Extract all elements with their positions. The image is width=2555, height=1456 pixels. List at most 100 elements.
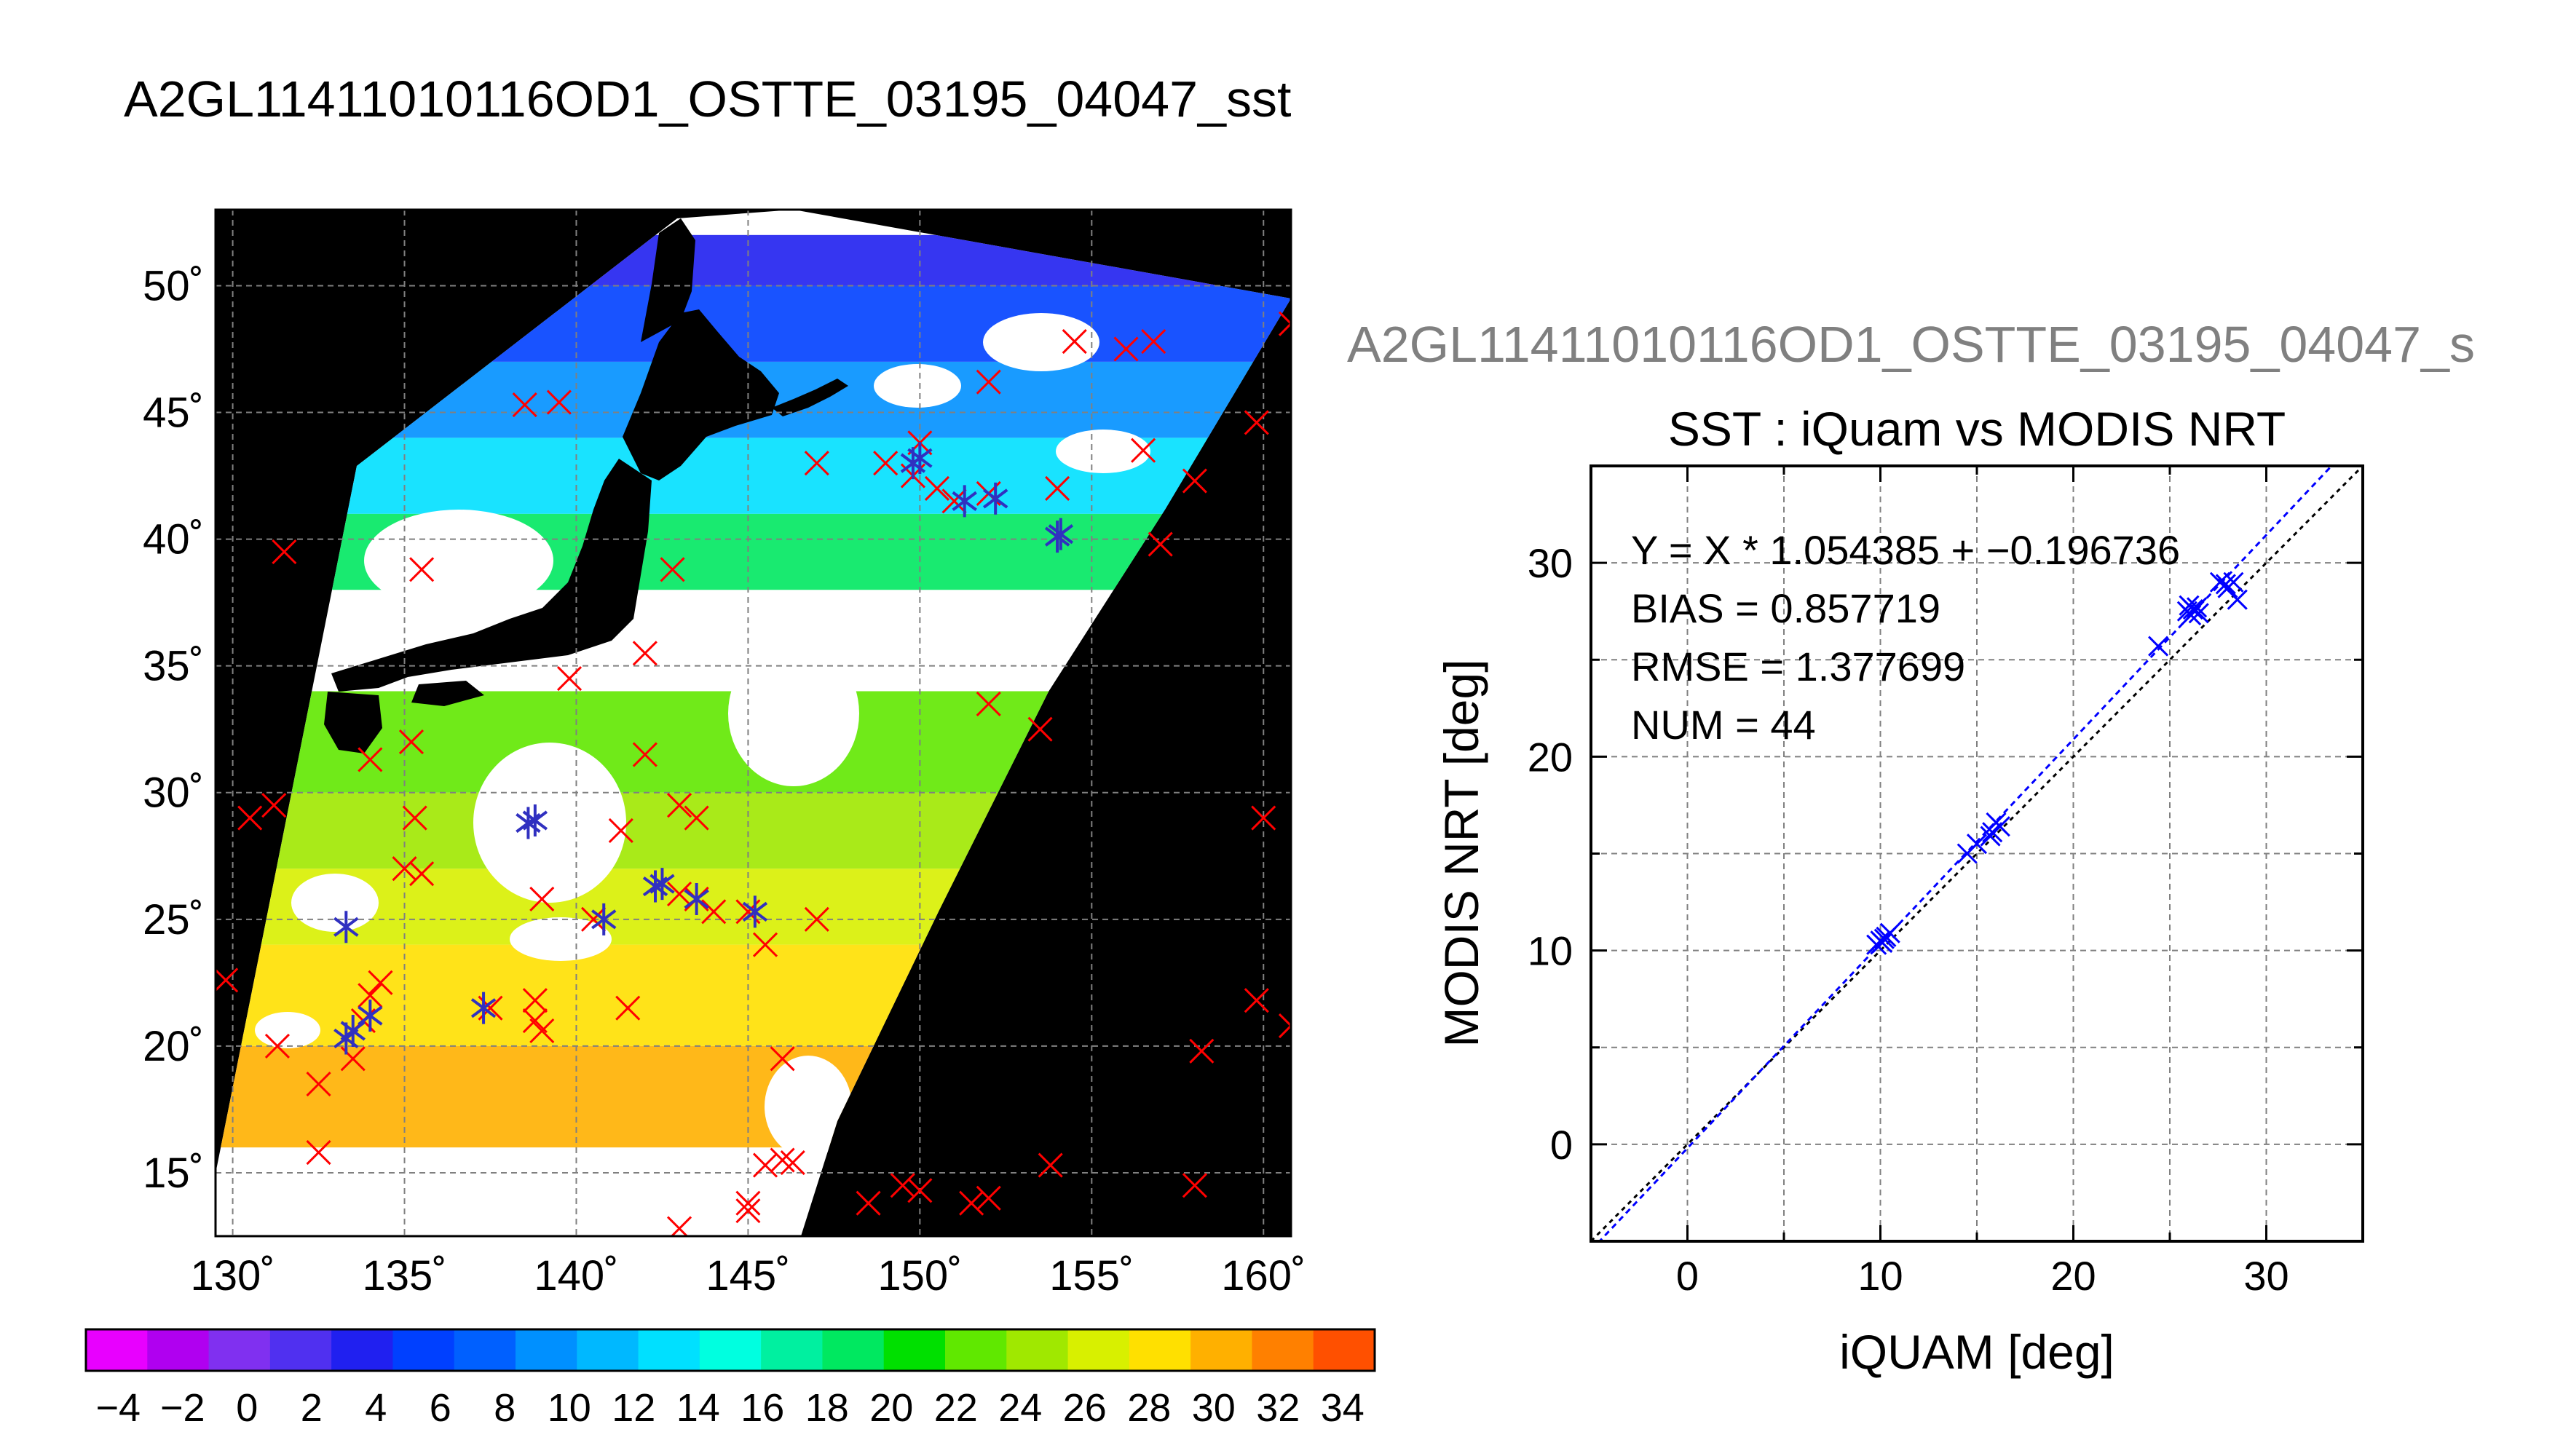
kyushu <box>324 692 382 753</box>
colorbar-tick-label: 0 <box>236 1386 258 1430</box>
matchup-marker <box>358 1000 383 1032</box>
longitude-tick-label: 145˚ <box>706 1252 790 1299</box>
insitu-marker <box>1278 1013 1291 1039</box>
insitu-marker <box>660 557 685 582</box>
scatter-y-tick-label: 20 <box>1528 734 1573 780</box>
colorbar-cell <box>638 1329 700 1371</box>
cloud-patch <box>728 641 859 786</box>
scatter-point <box>2227 589 2248 610</box>
colorbar-tick-label: 8 <box>494 1386 516 1430</box>
scatter-panel: 0 10 20 30 0 10 20 30 Y = X * 1.054385 + −0.19… <box>1434 464 2364 1379</box>
colorbar-cell <box>822 1329 885 1371</box>
colorbar-cell <box>1190 1329 1252 1371</box>
latitude-tick-label: 30˚ <box>143 769 204 817</box>
colorbar-tick-label: 34 <box>1321 1386 1365 1430</box>
colorbar-cell <box>516 1329 577 1371</box>
insitu-marker <box>735 1198 761 1224</box>
matchup-marker <box>591 903 617 935</box>
scatter-annotation: Y = X * 1.054385 + −0.196736 <box>1631 527 2180 573</box>
colorbar-cell <box>699 1329 762 1371</box>
colorbar-cell <box>1006 1329 1069 1371</box>
insitu-marker <box>976 1185 1001 1211</box>
scatter-grid <box>1591 466 2363 1241</box>
insitu-marker <box>770 1046 795 1072</box>
colorbar-cell <box>147 1329 210 1371</box>
scatter-point <box>2148 636 2169 657</box>
map-grid <box>216 210 1291 1236</box>
insitu-marker <box>632 742 657 767</box>
scatter-point <box>2181 604 2202 626</box>
scatter-annotation: RMSE = 1.377699 <box>1631 644 1965 689</box>
insitu-marker <box>615 995 641 1021</box>
insitu-marker <box>684 805 709 831</box>
longitude-tick-label: 150˚ <box>877 1252 962 1299</box>
latitude-tick-labels: 15˚ 20˚ 25˚ 30˚ 35˚ 40˚ 45˚ 50˚ <box>143 262 204 1197</box>
insitu-marker <box>358 983 383 1008</box>
insitu-marker <box>1141 328 1166 355</box>
colorbar-cell <box>1313 1329 1375 1371</box>
insitu-marker <box>1045 475 1070 502</box>
matchup-marker <box>907 442 933 475</box>
colorbar-cell <box>269 1329 332 1371</box>
colorbar-tick-label: 26 <box>1063 1386 1107 1430</box>
insitu-marker <box>1251 805 1276 831</box>
matchup-marker <box>470 992 497 1024</box>
cloud-patch <box>473 743 626 903</box>
scatter-x-tick-label: 10 <box>1857 1253 1903 1299</box>
sakhalin <box>641 218 695 342</box>
insitu-marker <box>398 729 424 755</box>
colorbar-tick-label: 6 <box>430 1386 451 1430</box>
insitu-marker <box>890 1173 915 1198</box>
longitude-tick-label: 140˚ <box>534 1252 618 1299</box>
insitu-marker <box>941 488 967 514</box>
insitu-marker <box>556 666 583 692</box>
map-panel: 130˚ 135˚ 140˚ 145˚ 150˚ 155˚ 160˚ 15˚ 20˚ 25˚ 30… <box>143 208 1306 1299</box>
scatter-annotation: NUM = 44 <box>1631 702 1816 748</box>
colorbar-cell <box>1129 1329 1191 1371</box>
matchup-marker <box>982 482 1008 515</box>
insitu-marker <box>976 369 1001 395</box>
longitude-tick-label: 160˚ <box>1221 1252 1306 1299</box>
latitude-tick-label: 35˚ <box>143 643 204 690</box>
matchup-marker <box>333 911 359 943</box>
insitu-marker <box>959 1190 984 1216</box>
insitu-marker <box>666 793 692 818</box>
insitu-marker <box>1278 311 1291 336</box>
colorbar-tick-label: 4 <box>365 1386 387 1430</box>
matchup-markers <box>333 442 1074 1055</box>
longitude-tick-label: 155˚ <box>1049 1252 1134 1299</box>
colorbar-frame <box>84 1328 1376 1372</box>
colorbar-tick-label: 16 <box>741 1386 784 1430</box>
insitu-marker <box>261 793 287 818</box>
colorbar-tick-label: 32 <box>1256 1386 1300 1430</box>
insitu-marker <box>752 932 778 957</box>
insitu-marker <box>306 1072 331 1097</box>
colorbar-cell <box>945 1329 1007 1371</box>
insitu-marker <box>368 970 393 995</box>
colorbar-tick-labels: −4 −2 0 2 4 6 8 10 12 14 16 18 20 22 24 26 28 30 32 34 <box>95 1386 1364 1430</box>
insitu-marker <box>1182 468 1207 494</box>
colorbar-cell <box>883 1329 946 1371</box>
insitu-marker <box>1062 328 1087 355</box>
colorbar-tick-label: 14 <box>676 1386 720 1430</box>
insitu-marker <box>529 886 555 912</box>
insitu-marker <box>409 861 435 887</box>
matchup-marker <box>340 1015 366 1047</box>
cloud-patch <box>816 597 925 684</box>
colorbar-cell <box>392 1329 455 1371</box>
longitude-tick-labels: 130˚ 135˚ 140˚ 145˚ 150˚ 155˚ 160˚ <box>191 1252 1306 1299</box>
latitude-tick-label: 50˚ <box>143 262 204 309</box>
insitu-marker <box>804 451 829 476</box>
insitu-marker <box>752 1152 778 1178</box>
scatter-point <box>2215 574 2236 595</box>
map-frame <box>214 208 1292 1238</box>
scatter-x-tick-label: 20 <box>2050 1253 2096 1299</box>
scatter-y-tick-labels: 0 10 20 30 <box>1528 540 1573 1168</box>
figure-title: A2GL11411010116OD1_OSTTE_03195_04047_sst <box>124 71 1291 127</box>
scatter-point <box>1966 834 1988 855</box>
cloud-patch <box>874 364 961 408</box>
colorbar-tick-label: 28 <box>1127 1386 1171 1430</box>
scatter-x-tick-label: 0 <box>1676 1253 1699 1299</box>
insitu-marker <box>735 1190 761 1216</box>
insitu-marker <box>402 805 427 831</box>
